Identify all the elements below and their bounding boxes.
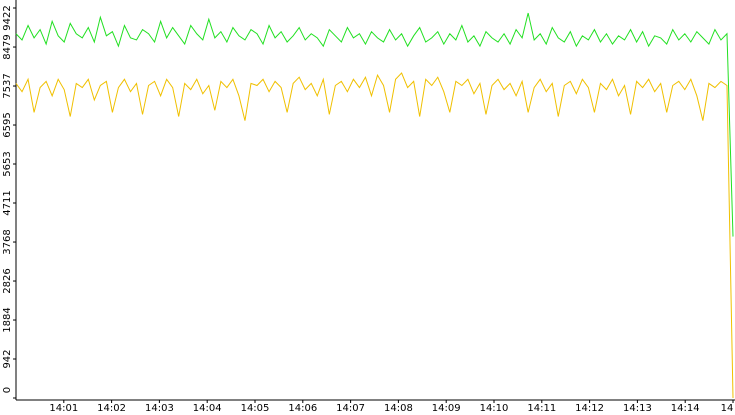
- x-tick-label: 14:05: [241, 403, 270, 414]
- y-tick-label: 1884: [2, 307, 13, 332]
- x-tick-label: 14:04: [193, 403, 222, 414]
- y-tick-label: 9422: [2, 5, 13, 30]
- x-tick-label: 14:06: [288, 403, 317, 414]
- series-line: [15, 12, 734, 237]
- y-tick-label: 4711: [2, 190, 13, 215]
- x-tick-label: 14:11: [527, 403, 556, 414]
- series-line: [15, 72, 734, 399]
- x-tick-label: 14:01: [49, 403, 78, 414]
- y-tick-label: 7537: [2, 73, 13, 98]
- x-tick-label: 14:10: [480, 403, 509, 414]
- y-tick-label: 2826: [2, 268, 13, 293]
- x-tick-label: 14:12: [575, 403, 604, 414]
- x-tick-label: 14: [721, 403, 734, 414]
- y-tick-label: 8479: [2, 34, 13, 59]
- y-tick-label: 0: [2, 387, 13, 393]
- y-tick-label: 3768: [2, 229, 13, 254]
- x-tick-label: 14:03: [145, 403, 174, 414]
- x-tick-label: 14:14: [671, 403, 700, 414]
- x-tick-label: 14:13: [623, 403, 652, 414]
- x-tick-label: 14:08: [384, 403, 413, 414]
- y-tick-label: 5653: [2, 151, 13, 176]
- x-tick-label: 14:02: [97, 403, 126, 414]
- x-tick-label: 14:09: [432, 403, 461, 414]
- y-tick-label: 942: [2, 349, 13, 368]
- x-tick-label: 14:07: [336, 403, 365, 414]
- y-tick-label: 6595: [2, 112, 13, 137]
